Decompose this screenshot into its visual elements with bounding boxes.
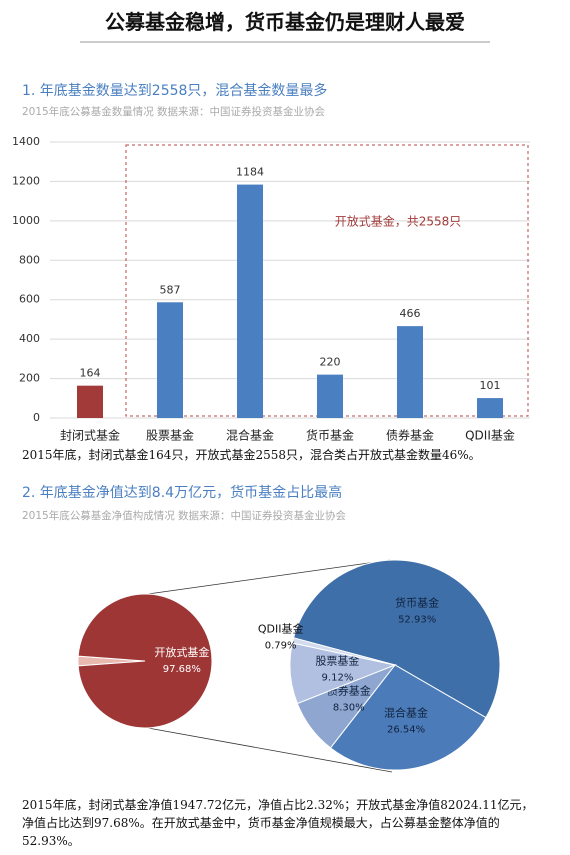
pie-slice	[291, 637, 396, 666]
bar	[317, 374, 343, 418]
x-tick-label: 债券基金	[386, 428, 434, 443]
y-tick-label: 400	[19, 332, 40, 345]
data-label: 1184	[236, 166, 264, 179]
x-tick-label: 封闭式基金	[60, 428, 120, 443]
annotation-box	[125, 144, 529, 417]
data-label: 164	[80, 367, 101, 380]
data-label: 466	[400, 307, 421, 320]
note: 2015年底，封闭式基金164只，开放式基金2558只，混合类占开放式基金数量4…	[22, 448, 481, 462]
y-tick-label: 1200	[12, 174, 40, 187]
bar	[477, 398, 503, 418]
x-tick-label: 股票基金	[146, 428, 194, 443]
bar	[397, 326, 423, 418]
bar	[157, 302, 183, 418]
annotation: 开放式基金，共2558只	[335, 214, 462, 229]
connector-line	[147, 559, 391, 595]
slice-value: 97.68%	[163, 664, 201, 675]
slice-value: 26.54%	[387, 725, 425, 736]
section-subtitle: 2015年底公募基金净值构成情况 数据来源：中国证券投资基金业协会	[22, 510, 347, 522]
y-tick-label: 1000	[12, 214, 40, 227]
slice-label: 混合基金	[384, 706, 428, 720]
section-title: 1. 年底基金数量达到2558只，混合基金数量最多	[22, 83, 328, 99]
slice-label: 开放式基金	[154, 645, 209, 659]
section-title: 2. 年底基金净值达到8.4万亿元，货币基金占比最高	[22, 485, 343, 501]
data-label: 220	[320, 356, 341, 369]
data-label: 587	[160, 283, 181, 296]
slice-value: 8.30%	[333, 703, 365, 714]
y-tick-label: 600	[19, 293, 40, 306]
bar	[237, 184, 263, 418]
data-label: 101	[480, 379, 501, 392]
x-tick-label: 混合基金	[226, 428, 274, 443]
note: 2015年底，封闭式基金净值1947.72亿元，净值占比2.32%；开放式基金净…	[22, 798, 534, 848]
x-tick-label: 货币基金	[306, 428, 354, 443]
slice-value: 52.93%	[398, 615, 436, 626]
connector-line	[147, 727, 393, 773]
section-subtitle: 2015年底公募基金数量情况 数据来源：中国证券投资基金业协会	[22, 106, 326, 118]
slice-value: 0.79%	[265, 640, 297, 651]
slice-label: 货币基金	[395, 596, 439, 610]
x-tick-label: QDII基金	[465, 428, 515, 443]
slice-label: QDII基金	[258, 621, 304, 635]
pie-slice	[292, 559, 501, 719]
slice-label: 股票基金	[315, 654, 359, 668]
y-tick-label: 0	[33, 411, 40, 424]
slice-value: 9.12%	[322, 673, 354, 684]
y-tick-label: 800	[19, 253, 40, 266]
page-title: 公募基金稳增，货币基金仍是理财人最爱	[105, 10, 465, 34]
y-tick-label: 200	[19, 372, 40, 385]
pie-slice	[329, 664, 487, 771]
y-tick-label: 1400	[12, 135, 40, 148]
bar	[77, 385, 103, 418]
pie-slice	[77, 593, 213, 729]
